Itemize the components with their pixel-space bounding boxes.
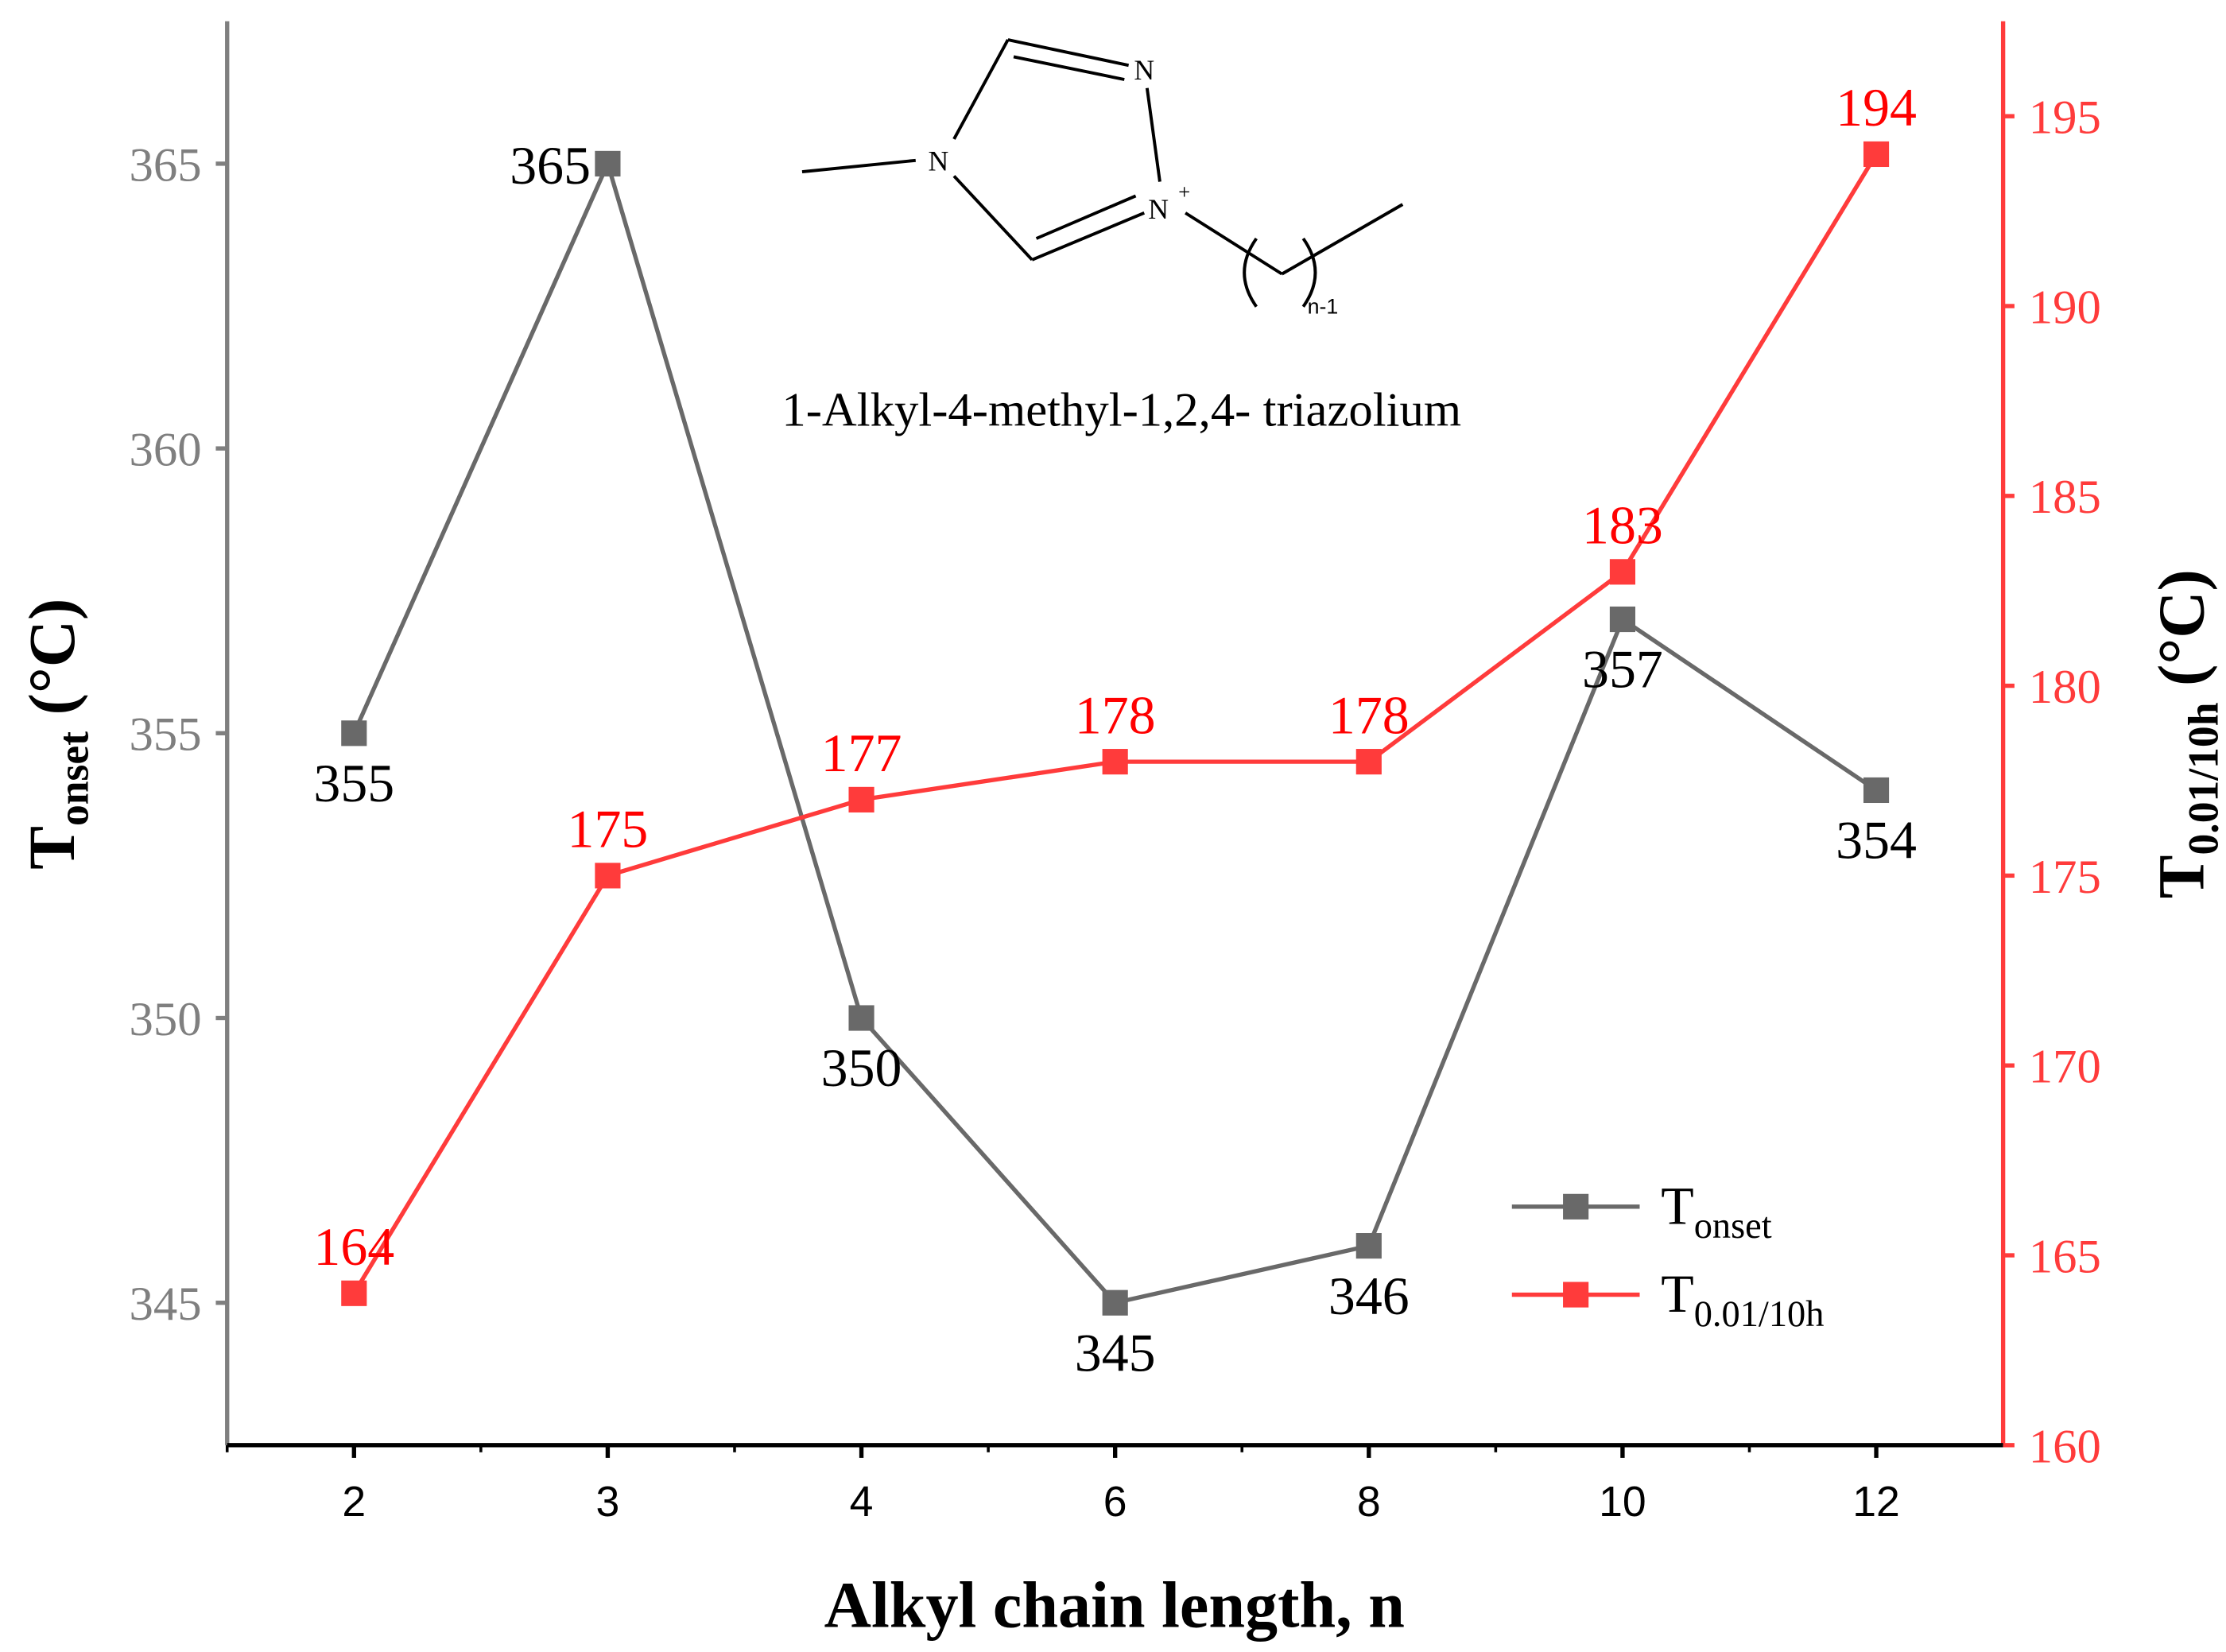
legend-marker [1563,1193,1589,1220]
value-label: 178 [1075,685,1156,745]
y-tick-label: 345 [130,1278,202,1331]
legend-label-main: T [1661,1264,1693,1324]
y-tick-label: 365 [130,138,202,192]
x-tick-label: 6 [1103,1479,1127,1526]
marker [341,720,367,747]
x-axis-title: Alkyl chain length, n [824,1569,1405,1641]
marker [595,150,621,176]
y2-tick-label: 170 [2029,1041,2101,1094]
value-label: 365 [510,136,591,196]
marker [848,786,874,812]
x-tick-label: 8 [1357,1479,1381,1526]
y2-axis-title-sub: 0.01/10h [2179,703,2226,855]
y-axis-title-unit: (°C) [16,599,88,731]
y2-tick-label: 165 [2029,1230,2101,1283]
x-tick-label: 4 [850,1479,874,1526]
y2-tick-label: 180 [2029,661,2101,714]
structure-label: + [1178,180,1190,204]
legend-marker [1563,1282,1589,1308]
y-tick-label: 355 [130,708,202,762]
value-label: 175 [568,800,649,859]
marker [1609,559,1636,585]
structure-label: n-1 [1308,295,1339,319]
y2-axis-title-unit: (°C) [2145,569,2217,702]
annotation: 1-Alkyl-4-methyl-1,2,4- triazolium [781,384,1461,437]
legend-label-main: T [1661,1176,1693,1235]
y2-axis-title: T0.01/10h (°C) [2145,569,2226,898]
legend-label: T0.01/10h [1661,1264,1824,1335]
structure-label: N [1148,193,1169,225]
y2-tick-label: 175 [2029,851,2101,904]
structure [801,38,1404,308]
value-label: 178 [1328,685,1410,745]
y2-tick-label: 195 [2029,91,2101,145]
marker [341,1280,367,1306]
y-tick-label: 350 [130,993,202,1046]
y-axis-title: Tonset (°C) [16,599,98,870]
structure-label: N [928,145,948,176]
y-axis-title-main: T [16,826,88,870]
value-label: 354 [1836,811,1917,871]
structure-label: N [1134,54,1154,86]
value-label: 357 [1582,640,1663,700]
y2-tick-label: 185 [2029,471,2101,524]
value-label: 183 [1582,496,1663,556]
value-label: 177 [821,723,902,783]
value-label: 346 [1328,1266,1410,1326]
marker [1863,141,1890,168]
marker [595,863,621,889]
y-tick-label: 360 [130,424,202,477]
y2-tick-label: 160 [2029,1420,2101,1473]
marker [1102,1289,1128,1316]
marker [1355,1233,1382,1259]
value-label: 194 [1836,78,1917,138]
x-tick-label: 12 [1852,1479,1900,1526]
x-tick-label: 2 [342,1479,366,1526]
y-axis-title-sub: onset [50,731,98,826]
marker [1102,749,1128,775]
legend-label-sub: 0.01/10h [1694,1294,1825,1335]
value-label: 164 [313,1217,394,1277]
marker [848,1005,874,1031]
y2-tick-label: 190 [2029,281,2101,334]
marker [1609,606,1636,633]
legend-label: Tonset [1661,1176,1772,1247]
marker [1863,777,1890,804]
value-label: 355 [313,754,394,813]
legend-label-sub: onset [1694,1206,1772,1247]
x-tick-label: 3 [596,1479,620,1526]
x-tick-label: 10 [1599,1479,1646,1526]
marker [1355,749,1382,775]
value-label: 350 [821,1038,902,1098]
y2-axis-title-main: T [2145,855,2217,898]
value-label: 345 [1075,1323,1156,1382]
